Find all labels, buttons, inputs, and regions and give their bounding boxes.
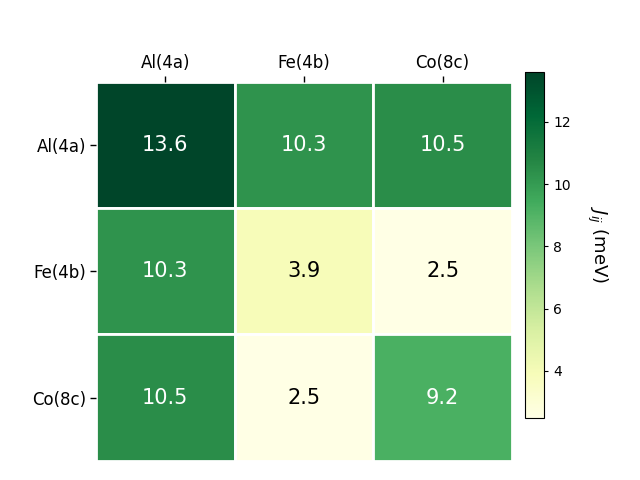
Bar [96, 208, 235, 335]
Bar [373, 82, 512, 208]
Bar [235, 335, 373, 461]
Bar [96, 335, 235, 461]
Bar [373, 208, 512, 335]
Text: 10.3: 10.3 [142, 261, 189, 281]
Text: 3.9: 3.9 [287, 261, 321, 281]
Text: 10.5: 10.5 [142, 388, 189, 408]
Text: 2.5: 2.5 [426, 261, 460, 281]
Text: 10.3: 10.3 [281, 135, 327, 155]
Y-axis label: $J_{ij}$ (meV): $J_{ij}$ (meV) [584, 206, 609, 283]
Text: 10.5: 10.5 [419, 135, 466, 155]
Bar [235, 208, 373, 335]
Text: 13.6: 13.6 [142, 135, 189, 155]
Bar [96, 82, 235, 208]
Bar [235, 82, 373, 208]
Bar [373, 335, 512, 461]
Text: 9.2: 9.2 [426, 388, 460, 408]
Text: 2.5: 2.5 [287, 388, 321, 408]
